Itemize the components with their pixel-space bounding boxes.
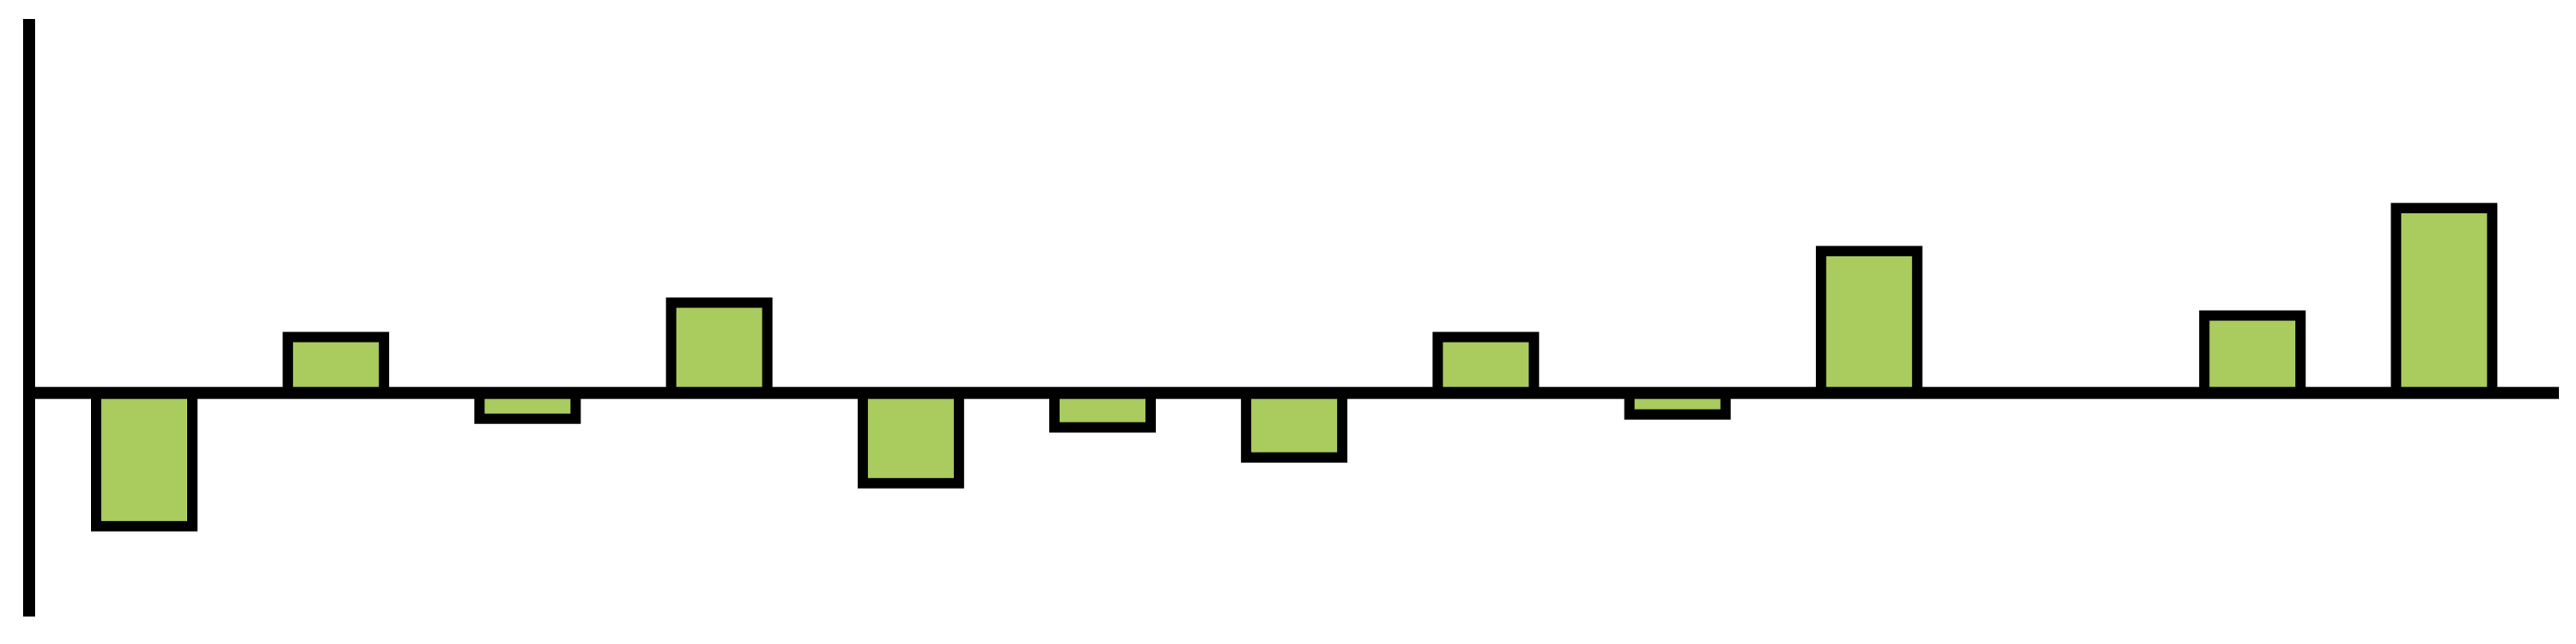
bar-12 bbox=[2199, 310, 2306, 398]
bar-group bbox=[91, 203, 2498, 532]
bar-7 bbox=[1241, 387, 1348, 463]
bar-13 bbox=[2391, 203, 2498, 398]
bar-5 bbox=[857, 387, 964, 489]
bar-8 bbox=[1432, 331, 1540, 398]
bar-2 bbox=[283, 331, 390, 398]
bar-10 bbox=[1815, 246, 1923, 398]
bar-4 bbox=[665, 297, 773, 398]
bar-1 bbox=[91, 387, 197, 532]
